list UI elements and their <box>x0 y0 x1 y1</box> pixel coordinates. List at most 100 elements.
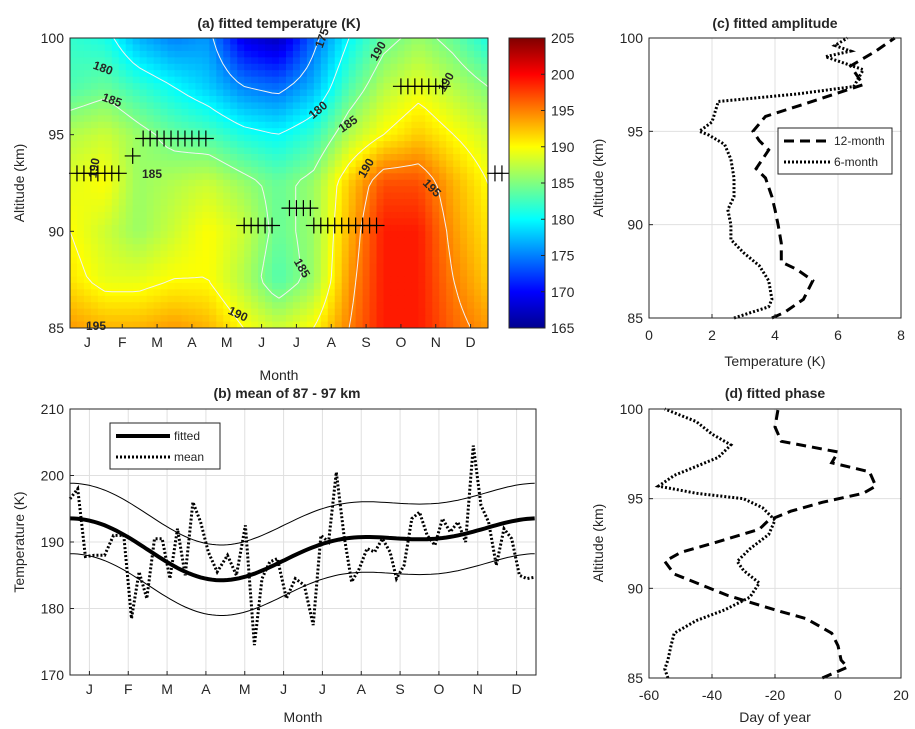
heatmap-cell <box>397 57 405 65</box>
heatmap-cell <box>404 179 412 187</box>
heatmap-cell <box>83 63 92 71</box>
heatmap-cell <box>83 244 92 252</box>
heatmap-cell <box>223 44 231 52</box>
heatmap-cell <box>397 38 405 46</box>
heatmap-cell <box>418 263 426 271</box>
heatmap-cell <box>132 179 141 187</box>
heatmap-cell <box>202 282 210 290</box>
heatmap-cell <box>237 218 245 226</box>
heatmap-cell <box>139 270 148 278</box>
heatmap-cell <box>104 76 113 84</box>
heatmap-cell <box>425 147 433 155</box>
heatmap-cell <box>355 199 364 207</box>
heatmap-cell <box>327 134 336 142</box>
heatmap-cell <box>132 166 141 174</box>
heatmap-cell <box>279 237 287 245</box>
heatmap-cell <box>174 231 183 239</box>
heatmap-cell <box>306 134 315 142</box>
heatmap-cell <box>167 270 176 278</box>
heatmap-cell <box>195 224 203 232</box>
heatmap-cell <box>202 44 210 52</box>
heatmap-cell <box>383 257 392 265</box>
heatmap-cell <box>70 315 78 323</box>
heatmap-cell <box>411 289 419 297</box>
heatmap-cell <box>376 276 385 284</box>
heatmap-cell <box>474 231 482 239</box>
heatmap-cell <box>383 102 392 110</box>
heatmap-cell <box>439 115 447 123</box>
heatmap-cell <box>411 179 419 187</box>
heatmap-cell <box>418 179 426 187</box>
heatmap-cell <box>376 257 385 265</box>
heatmap-cell <box>188 205 196 213</box>
heatmap-cell <box>272 257 280 265</box>
heatmap-cell <box>327 128 336 136</box>
heatmap-cell <box>237 102 245 110</box>
heatmap-cell <box>397 121 405 129</box>
heatmap-cell <box>209 44 217 52</box>
heatmap-cell <box>167 257 176 265</box>
fitted-line <box>69 516 535 583</box>
heatmap-cell <box>209 244 217 252</box>
heatmap-cell <box>467 160 475 168</box>
heatmap-cell <box>285 166 294 174</box>
heatmap-cell <box>446 154 454 162</box>
heatmap-cell <box>139 70 148 78</box>
heatmap-cell <box>320 173 329 181</box>
heatmap-cell <box>258 302 266 310</box>
heatmap-cell <box>104 263 113 271</box>
heatmap-cell <box>432 166 440 174</box>
x-tick-label: N <box>431 334 441 350</box>
heatmap-cell <box>230 50 238 58</box>
heatmap-cell <box>306 231 315 239</box>
heatmap-cell <box>299 302 308 310</box>
heatmap-cell <box>285 276 294 284</box>
heatmap-cell <box>453 141 461 149</box>
heatmap-cell <box>404 257 412 265</box>
heatmap-cell <box>362 76 371 84</box>
heatmap-cell <box>97 218 106 226</box>
heatmap-cell <box>244 115 252 123</box>
heatmap-cell <box>90 108 99 116</box>
x-tick-label: 4 <box>771 327 779 343</box>
heatmap-cell <box>369 166 378 174</box>
heatmap-cell <box>390 218 399 226</box>
heatmap-cell <box>425 160 433 168</box>
heatmap-cell <box>118 76 127 84</box>
heatmap-cell <box>83 89 92 97</box>
heatmap-cell <box>216 199 224 207</box>
heatmap-cell <box>411 128 419 136</box>
heatmap-cell <box>209 315 217 323</box>
heatmap-cell <box>327 302 336 310</box>
heatmap-cell <box>70 50 78 58</box>
heatmap-cell <box>306 160 315 168</box>
heatmap-cell <box>104 257 113 265</box>
heatmap-cell <box>279 128 287 136</box>
heatmap-cell <box>320 212 329 220</box>
heatmap-cell <box>362 199 371 207</box>
heatmap-cell <box>90 257 99 265</box>
heatmap-cell <box>265 302 273 310</box>
heatmap-cell <box>404 263 412 271</box>
heatmap-cell <box>439 96 447 104</box>
heatmap-cell <box>397 263 405 271</box>
heatmap-cell <box>97 186 106 194</box>
heatmap-cell <box>432 186 440 194</box>
heatmap-cell <box>376 250 385 258</box>
heatmap-cell <box>76 218 85 226</box>
heatmap-cell <box>90 141 99 149</box>
heatmap-cell <box>376 308 385 316</box>
heatmap-cell <box>223 205 231 213</box>
heatmap-cell <box>467 121 475 129</box>
heatmap-cell <box>425 179 433 187</box>
heatmap-cell <box>139 38 148 46</box>
heatmap-cell <box>369 212 378 220</box>
heatmap-cell <box>111 108 120 116</box>
heatmap-cell <box>125 147 134 155</box>
heatmap-cell <box>104 134 113 142</box>
heatmap-cell <box>139 218 148 226</box>
heatmap-cell <box>216 38 224 46</box>
heatmap-cell <box>209 102 217 110</box>
heatmap-cell <box>481 102 488 110</box>
heatmap-cell <box>411 244 419 252</box>
